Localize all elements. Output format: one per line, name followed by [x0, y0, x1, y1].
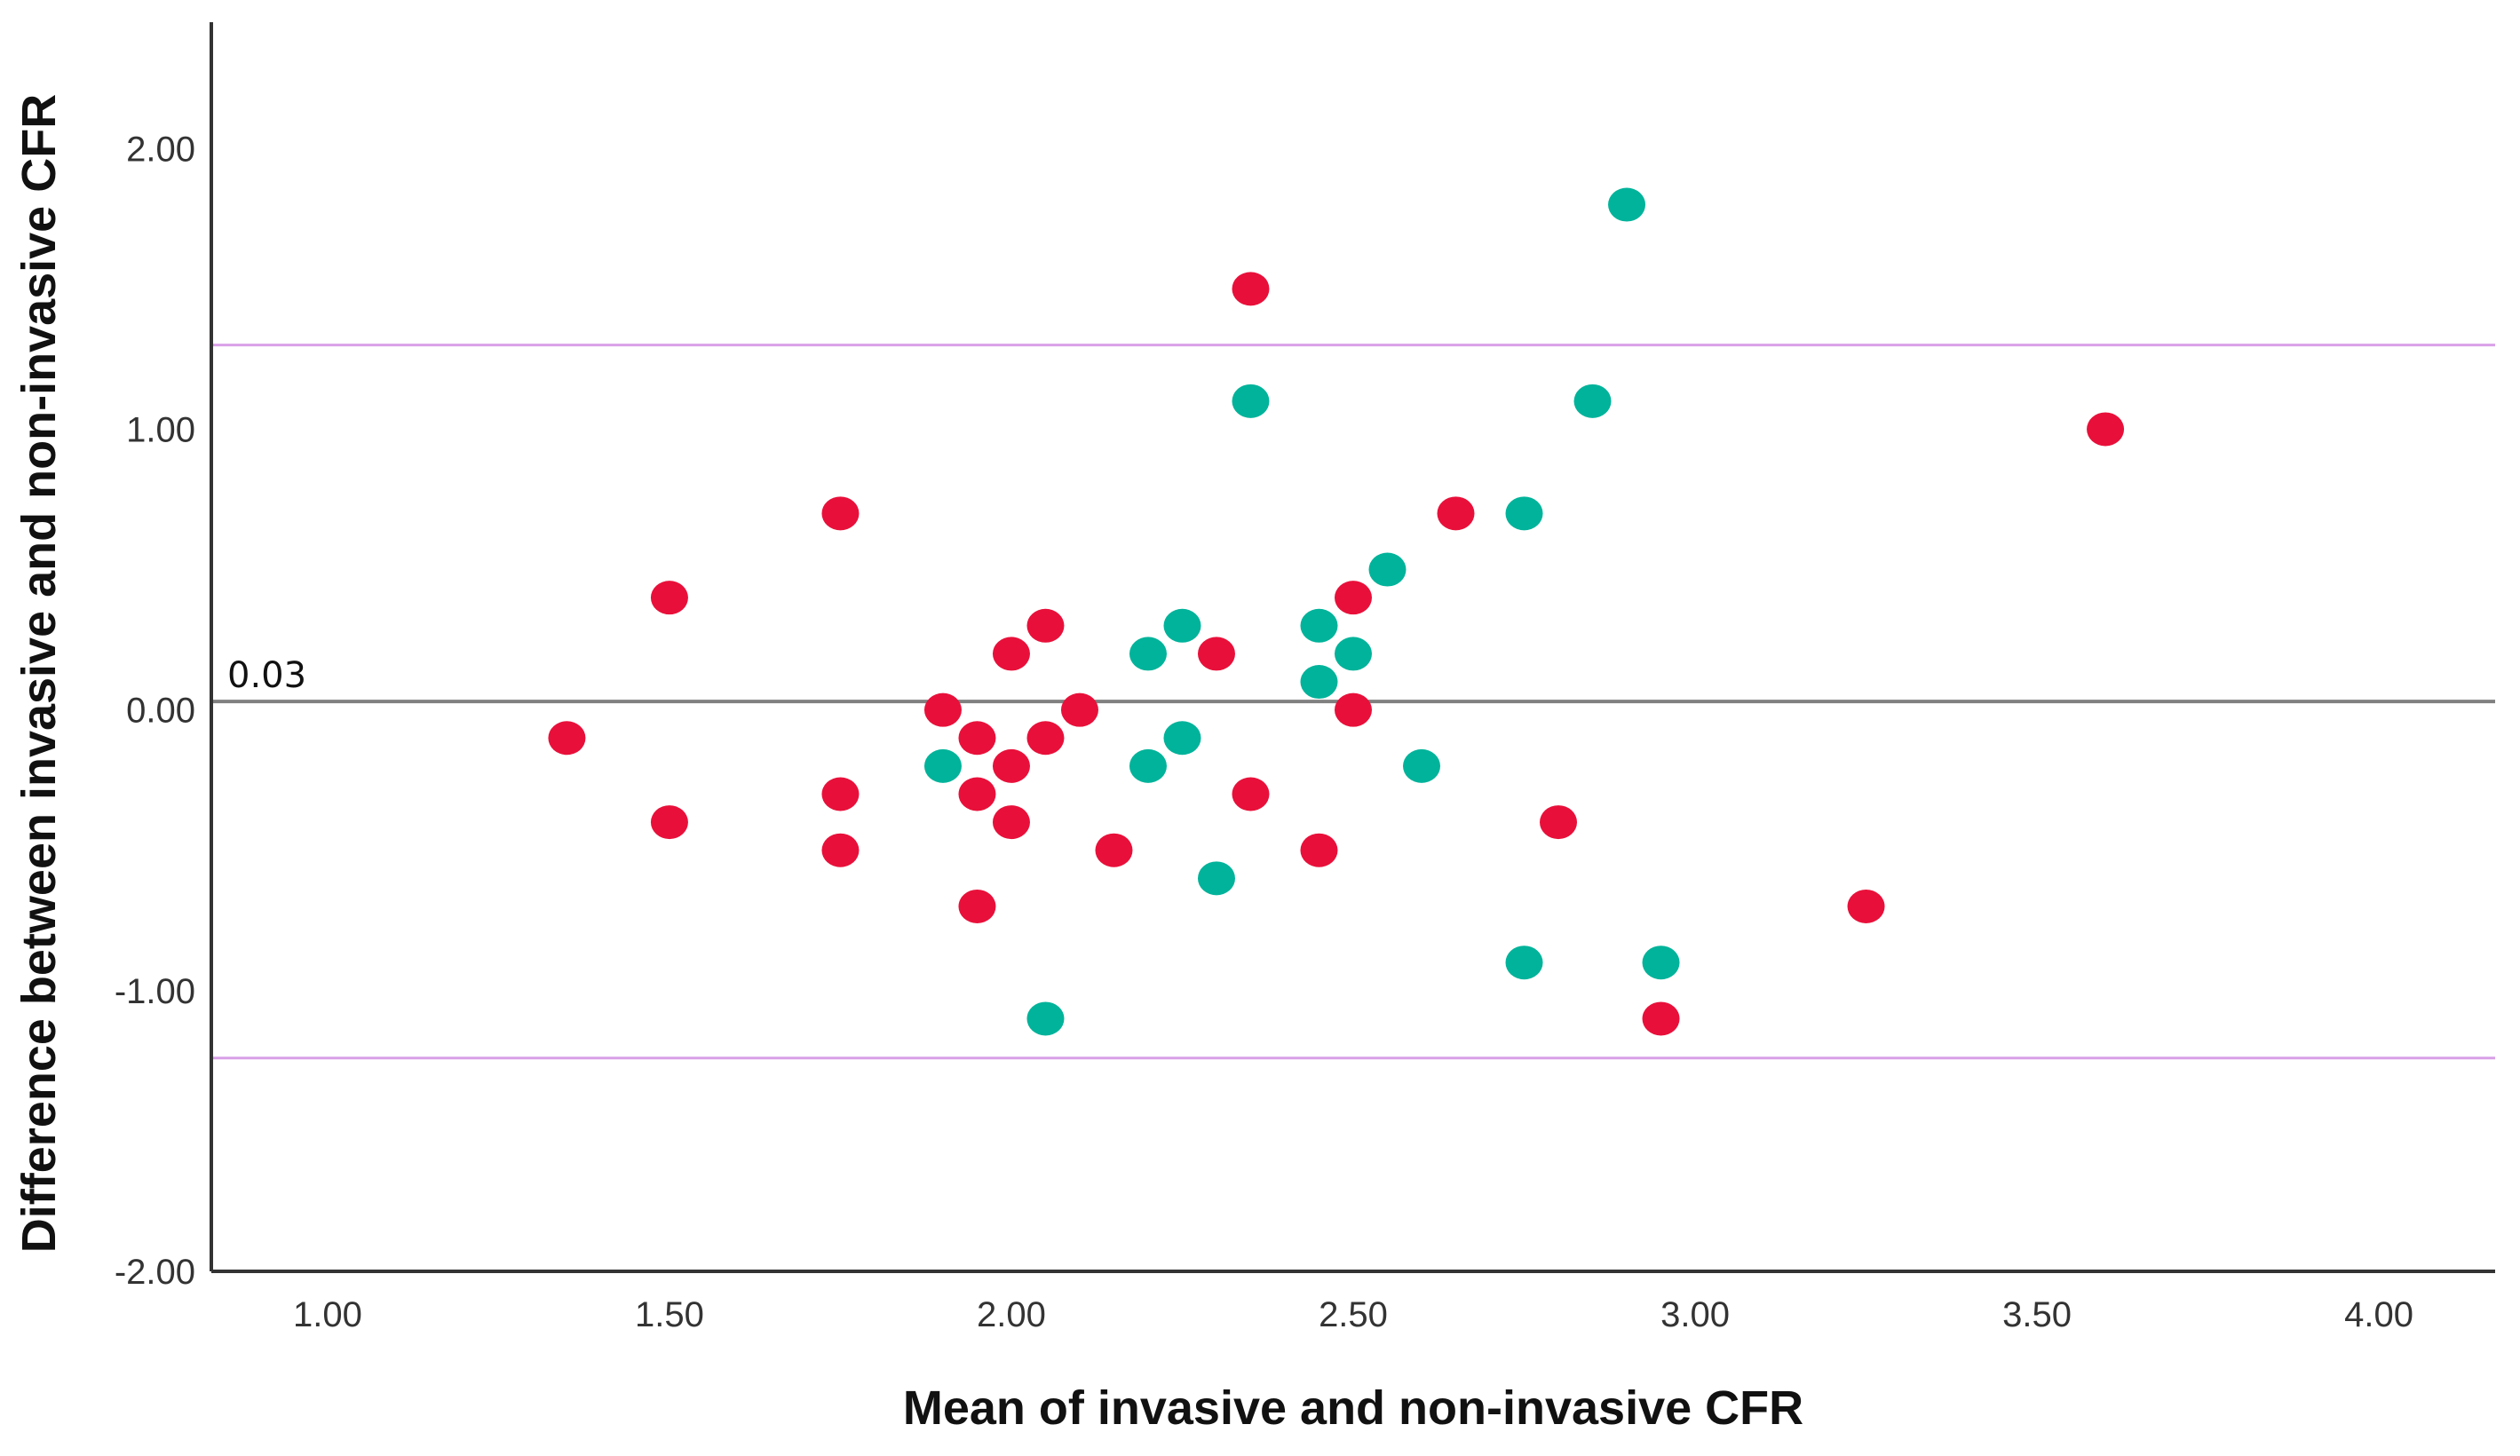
mean-line-label: 0.03 [227, 655, 306, 696]
data-point-series-2 [1300, 665, 1338, 700]
x-tick-label: 1.50 [635, 1295, 704, 1334]
data-point-series-2 [1368, 552, 1407, 587]
data-point-series-1 [992, 805, 1030, 840]
data-point-series-1 [1060, 692, 1098, 727]
data-point-series-1 [650, 581, 688, 615]
data-point-series-2 [1129, 748, 1167, 783]
y-tick-label: 0.00 [126, 692, 195, 731]
data-point-series-1 [1232, 777, 1270, 811]
data-point-series-2 [1335, 637, 1372, 671]
data-point-series-2 [1197, 861, 1235, 896]
data-point-series-2 [1300, 608, 1338, 643]
data-point-series-2 [1573, 384, 1612, 418]
data-point-series-1 [1095, 833, 1133, 867]
y-tick-label: -2.00 [115, 1253, 195, 1292]
data-point-series-2 [1505, 496, 1543, 531]
data-point-series-1 [1437, 496, 1475, 531]
x-axis-title: Mean of invasive and non-invasive CFR [903, 1381, 1803, 1435]
y-tick-label: 2.00 [126, 130, 195, 169]
x-tick-label: 2.00 [977, 1295, 1046, 1334]
data-point-series-1 [958, 721, 996, 756]
data-point-series-1 [1300, 833, 1338, 867]
data-point-series-2 [1642, 946, 1680, 980]
data-point-series-2 [1129, 637, 1167, 671]
x-tick-label: 3.50 [2002, 1295, 2072, 1334]
x-tick-label: 3.00 [1660, 1295, 1730, 1334]
data-point-series-2 [1163, 721, 1201, 756]
data-point-series-1 [958, 889, 996, 923]
y-axis-title: Difference between invasive and non-inva… [12, 94, 66, 1253]
data-point-series-2 [1232, 384, 1270, 418]
data-point-series-1 [1335, 692, 1372, 727]
x-tick-label: 4.00 [2344, 1295, 2413, 1334]
data-point-series-1 [821, 833, 860, 867]
data-point-series-1 [1232, 272, 1270, 306]
data-point-series-1 [821, 777, 860, 811]
data-point-series-1 [650, 805, 688, 840]
y-tick-label: 1.00 [126, 410, 195, 449]
data-point-series-1 [1847, 889, 1885, 923]
x-tick-label: 2.50 [1319, 1295, 1388, 1334]
data-point-series-1 [2087, 412, 2125, 447]
data-point-series-1 [992, 748, 1030, 783]
y-tick-label: -1.00 [115, 972, 195, 1011]
data-point-series-2 [1505, 946, 1543, 980]
data-point-series-1 [1540, 805, 1578, 840]
data-point-series-1 [1197, 637, 1235, 671]
data-point-series-1 [958, 777, 996, 811]
data-points [548, 187, 2125, 1036]
data-point-series-1 [992, 637, 1030, 671]
data-point-series-2 [1608, 187, 1646, 222]
y-tick-labels: 2.00 1.00 0.00 -1.00 -2.00 [115, 130, 195, 1292]
data-point-series-2 [923, 748, 962, 783]
data-point-series-1 [548, 721, 586, 756]
data-point-series-1 [1335, 581, 1372, 615]
data-point-series-2 [1026, 1001, 1065, 1036]
data-point-series-2 [1403, 748, 1441, 783]
data-point-series-2 [1163, 608, 1201, 643]
data-point-series-1 [1026, 608, 1065, 643]
data-point-series-1 [923, 692, 962, 727]
data-point-series-1 [1642, 1001, 1680, 1036]
data-point-series-1 [1026, 721, 1065, 756]
x-tick-labels: 1.00 1.50 2.00 2.50 3.00 3.50 4.00 [293, 1295, 2413, 1334]
x-tick-label: 1.00 [293, 1295, 362, 1334]
data-point-series-1 [821, 496, 860, 531]
